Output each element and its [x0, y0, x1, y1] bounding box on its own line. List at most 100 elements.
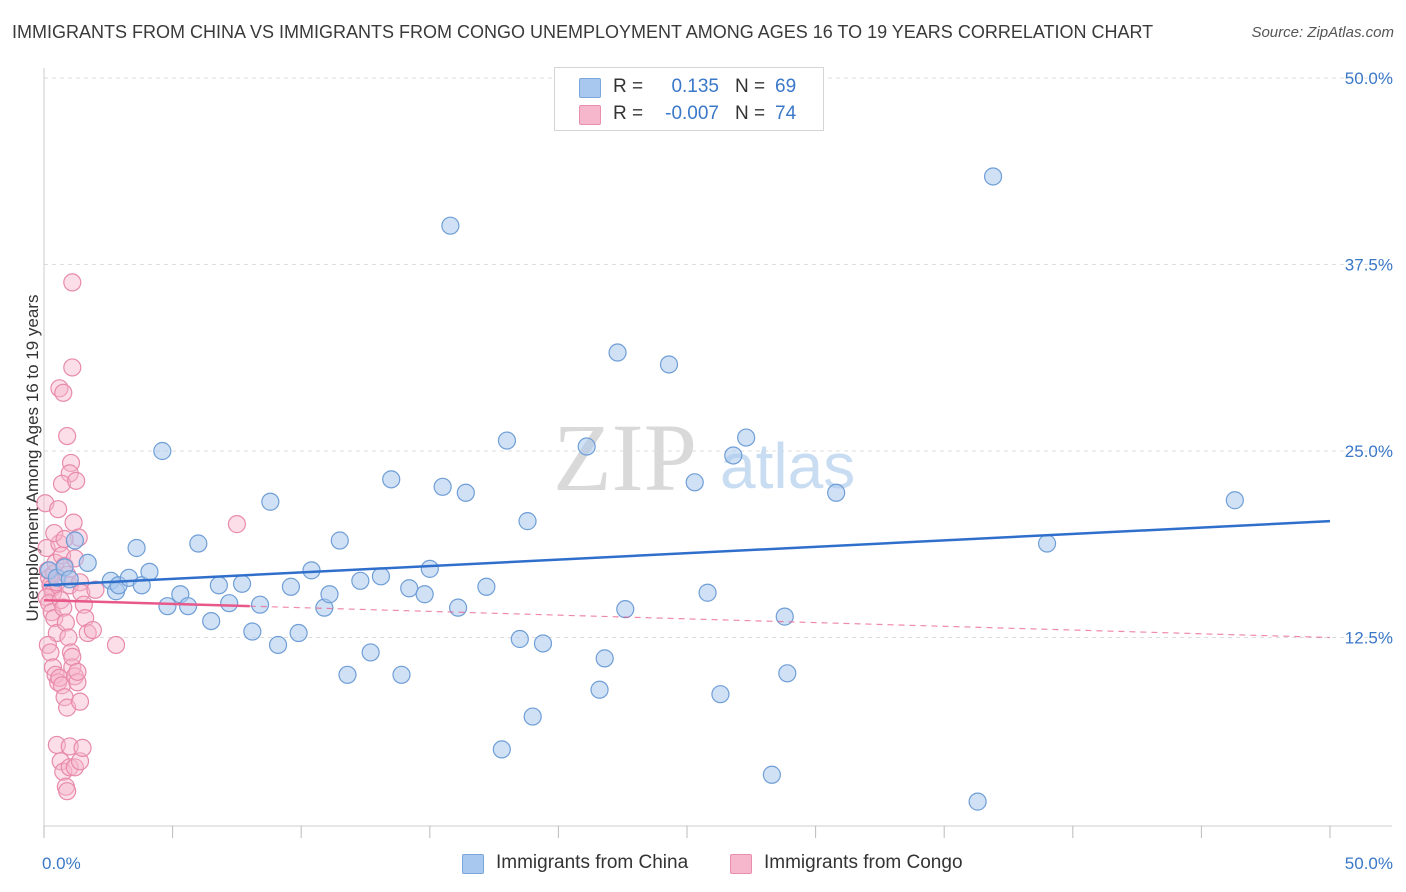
congo-point	[227, 515, 246, 534]
china-point	[533, 634, 553, 653]
y-tick-label: 12.5%	[1345, 629, 1393, 648]
china-point	[659, 355, 679, 374]
congo-point	[54, 383, 73, 402]
axes	[43, 68, 1392, 838]
congo-point	[50, 668, 69, 687]
china-point	[983, 167, 1003, 186]
n-label: N =	[735, 76, 766, 97]
china-point	[577, 437, 596, 456]
china-point	[65, 531, 84, 550]
congo-point	[58, 426, 77, 446]
china-point	[281, 577, 301, 596]
source-credit: Source: ZipAtlas.com	[1251, 24, 1394, 41]
china-point	[420, 559, 439, 578]
china-point	[827, 483, 846, 502]
congo-point	[59, 628, 78, 647]
china-point	[448, 598, 468, 617]
china-point	[477, 577, 496, 596]
china-point	[392, 665, 411, 684]
y-tick-label: 50.0%	[1345, 69, 1393, 88]
china-point	[261, 492, 280, 511]
china-point	[510, 629, 529, 649]
china-point	[127, 538, 146, 558]
congo-point	[45, 523, 64, 543]
congo-point	[49, 500, 68, 519]
legend-row-china: R = 0.135 N = 69	[555, 74, 823, 100]
china-point	[220, 594, 239, 613]
congo-point	[41, 643, 60, 662]
congo-point	[58, 782, 77, 801]
china-point	[685, 473, 704, 492]
china-point	[232, 574, 252, 593]
china-point	[140, 562, 159, 581]
china-point	[775, 607, 794, 626]
china-point	[320, 585, 339, 604]
congo-point	[83, 620, 102, 640]
congo-point	[68, 673, 87, 692]
china-points	[40, 167, 1244, 811]
china-point	[250, 595, 270, 614]
trend-lines	[43, 519, 1331, 639]
china-point	[158, 597, 177, 616]
china-point	[302, 561, 321, 580]
china-point	[698, 583, 717, 602]
x-tick-label: 50.0%	[1345, 854, 1393, 873]
china-point	[202, 611, 221, 631]
x-tick-labels: 0.0% 50.0%	[42, 854, 1393, 873]
legend-label-congo: Immigrants from Congo	[764, 852, 963, 873]
china-point	[492, 740, 511, 759]
congo-point	[38, 635, 57, 655]
china-point	[1225, 491, 1244, 510]
china-point	[608, 343, 627, 362]
congo-point	[54, 598, 73, 617]
china-point	[371, 567, 391, 586]
congo-point	[73, 738, 92, 758]
y-axis-label: Unemployment Among Ages 16 to 19 years	[23, 295, 42, 622]
congo-point	[63, 358, 82, 377]
china-point	[382, 470, 401, 489]
china-point	[400, 579, 419, 598]
congo-point	[106, 635, 126, 655]
congo-swatch	[730, 854, 752, 874]
n-label: N =	[735, 103, 766, 124]
china-point	[762, 765, 781, 784]
china-point	[268, 635, 288, 655]
china-point	[351, 571, 370, 590]
r-label: R =	[613, 103, 644, 124]
chart-title: IMMIGRANTS FROM CHINA VS IMMIGRANTS FROM…	[12, 22, 1154, 42]
china-point	[289, 623, 308, 643]
r-value: 0.135	[671, 76, 719, 97]
congo-point	[63, 273, 82, 292]
congo-point	[52, 676, 72, 695]
china-point	[1037, 534, 1057, 553]
china-point	[361, 643, 380, 662]
congo-trend-line-solid	[43, 598, 250, 608]
n-value: 69	[775, 76, 797, 97]
congo-point	[67, 471, 86, 490]
y-tick-labels: 12.5% 25.0% 37.5% 50.0%	[1345, 69, 1393, 648]
stats-legend: R = 0.135 N = 69 R = -0.007 N = 74	[554, 67, 824, 131]
congo-point	[52, 474, 72, 493]
china-trend-line	[43, 519, 1331, 587]
china-point	[523, 707, 542, 726]
china-point	[724, 446, 743, 465]
r-value: -0.007	[665, 103, 719, 124]
y-tick-label: 37.5%	[1345, 256, 1393, 275]
watermark-zip: ZIP	[553, 404, 697, 511]
china-point	[456, 483, 475, 502]
congo-point	[70, 752, 90, 771]
china-point	[433, 477, 452, 496]
china-point	[153, 441, 172, 461]
china-point	[209, 576, 228, 595]
china-point	[338, 665, 357, 684]
congo-point	[45, 609, 64, 628]
china-point	[415, 585, 434, 604]
congo-point	[78, 623, 97, 643]
x-tick-label: 0.0%	[42, 854, 81, 873]
china-point	[595, 649, 614, 668]
china-point	[616, 600, 635, 619]
congo-point	[86, 580, 105, 599]
china-point	[178, 597, 198, 616]
legend-row-congo: R = -0.007 N = 74	[555, 101, 823, 127]
